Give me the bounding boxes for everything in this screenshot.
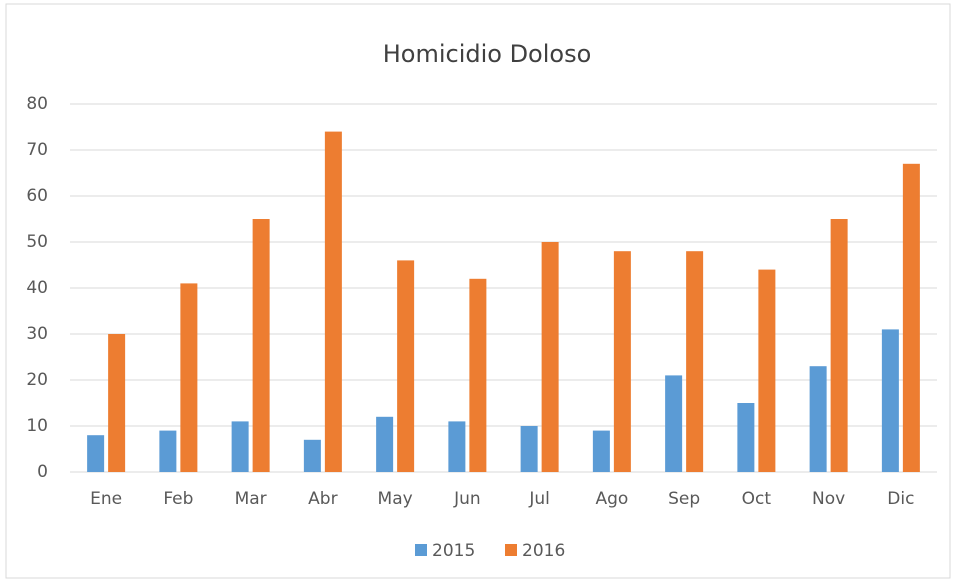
bar [252,219,270,472]
y-tick-label: 0 [37,462,48,482]
bar [469,278,487,472]
x-tick-label: Feb [163,489,193,509]
bar [737,403,755,472]
x-tick-label: Sep [668,489,700,509]
x-tick-label: May [378,489,413,509]
x-tick-label: Oct [742,489,772,509]
bar [231,421,249,472]
x-tick-label: Dic [887,489,914,509]
bar [665,375,683,472]
bar [881,329,899,472]
bar [520,426,538,472]
bar [686,251,704,472]
y-tick-label: 70 [26,140,48,160]
bar [541,242,559,472]
bar [303,439,321,472]
legend-swatch [415,544,427,556]
bar [902,163,920,473]
x-tick-label: Mar [235,489,267,509]
x-tick-label: Jun [453,489,481,509]
bar [324,131,342,472]
x-tick-label: Nov [812,489,845,509]
x-tick-label: Ago [595,489,628,509]
legend-label: 2016 [522,541,565,561]
y-tick-label: 50 [26,232,48,252]
x-tick-label: Ene [90,489,122,509]
bar [592,430,610,472]
bar [397,260,415,472]
legend-swatch [505,544,517,556]
bar [108,334,126,472]
x-tick-label: Abr [308,489,337,509]
x-tick-label: Jul [528,489,550,509]
bar [809,366,827,472]
bar [159,430,177,472]
y-tick-label: 30 [26,324,48,344]
y-tick-label: 80 [26,94,48,114]
y-tick-label: 10 [26,416,48,436]
bar [87,435,105,472]
bar [448,421,466,472]
legend-label: 2015 [432,541,475,561]
bar [830,219,848,472]
bar [613,251,631,472]
bar [758,269,776,472]
y-tick-label: 60 [26,186,48,206]
y-tick-label: 40 [26,278,48,298]
y-tick-label: 20 [26,370,48,390]
bar [376,416,394,472]
chart-title: Homicidio Doloso [383,40,592,68]
bar [180,283,198,472]
